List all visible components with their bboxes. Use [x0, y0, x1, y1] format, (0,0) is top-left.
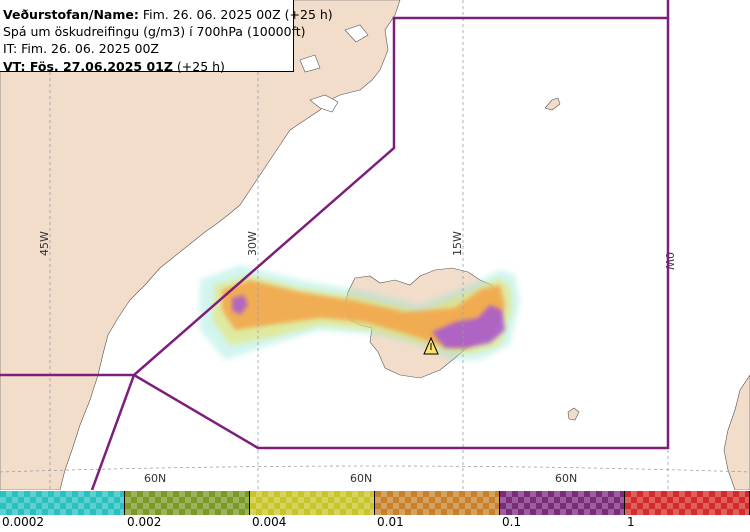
lon-label-45w: 45W [38, 231, 51, 256]
legend-tick-1: 0.002 [127, 515, 162, 529]
warning-triangle-icon [423, 336, 439, 355]
initial-time: IT: Fim. 26. 06. 2025 00Z [3, 41, 159, 57]
legend-segment-0 [0, 491, 125, 515]
greenland-landmass [0, 0, 401, 490]
lat-label-1: 60N [144, 472, 166, 485]
airspace-boundary [0, 0, 670, 490]
legend-tick-labels: 0.0002 0.002 0.004 0.01 0.1 1 [0, 515, 750, 532]
lat-label-3: 60N [555, 472, 577, 485]
info-line-1: Veðurstofan/Name: Fim. 26. 06. 2025 00Z … [3, 6, 333, 23]
latitude-labels: 60N 60N 60N [144, 472, 577, 485]
product-description: Spá um öskudreifingu (g/m3) í 700hPa (10… [3, 24, 306, 40]
legend-tick-5: 1 [627, 515, 635, 529]
ash-plume [200, 265, 520, 360]
issue-time: Fim. 26. 06. 2025 00Z (+25 h) [138, 7, 333, 22]
lon-label-30w: 30W [246, 231, 259, 256]
lat-label-2: 60N [350, 472, 372, 485]
legend-tick-3: 0.01 [377, 515, 404, 529]
lon-label-0w: 0W [663, 252, 676, 270]
legend-segment-4 [500, 491, 625, 515]
issuer-label: Veðurstofan/Name: [3, 7, 139, 22]
legend-segment-5 [625, 491, 750, 515]
forecast-info-box: Veðurstofan/Name: Fim. 26. 06. 2025 00Z … [0, 0, 333, 75]
lon-label-15w: 15W [451, 231, 464, 256]
legend-segment-3 [375, 491, 500, 515]
legend-segment-1 [125, 491, 250, 515]
legend-tick-2: 0.004 [252, 515, 287, 529]
legend-tick-4: 0.1 [502, 515, 522, 529]
faroe-islands [567, 407, 580, 421]
ash-dispersion-map: 45W 30W 15W 0W 60N 60N 60N [0, 0, 750, 490]
legend-color-bar [0, 491, 750, 515]
legend-segment-2 [250, 491, 375, 515]
greenland-fjord [299, 24, 369, 113]
concentration-legend: 0.0002 0.002 0.004 0.01 0.1 1 [0, 491, 750, 532]
valid-time: VT: Fös. 27.06.2025 01Z [3, 58, 173, 74]
longitude-labels: 45W 30W 15W 0W [38, 231, 676, 270]
jan-mayen-island [544, 97, 561, 111]
norway-coast [723, 374, 750, 490]
legend-tick-0: 0.0002 [2, 515, 44, 529]
info-line-4: VT: Fös. 27.06.2025 01Z (+25 h) [3, 58, 293, 75]
lead-time: (+25 h) [172, 58, 225, 74]
